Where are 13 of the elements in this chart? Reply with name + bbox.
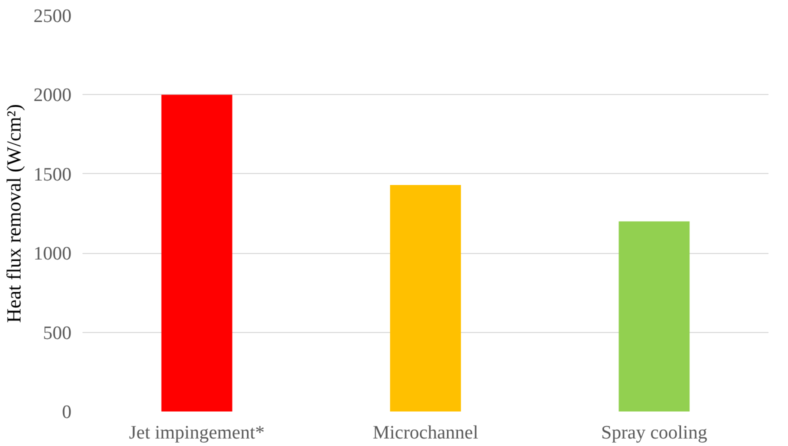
y-tick-label: 0 [62,402,72,423]
x-tick-label: Jet impingement* [129,422,265,444]
y-tick-label: 1500 [34,164,72,186]
bar [390,184,461,412]
y-tick-label: 500 [43,322,72,344]
bar [618,221,690,412]
x-tick-label: Spray cooling [601,422,708,444]
y-tick-label: 2000 [34,85,72,106]
y-tick-label: 1000 [34,244,72,265]
bar [161,94,232,412]
y-axis-title: Heat flux removal (W/cm²) [4,104,26,323]
y-tick-label: 2500 [34,6,72,27]
x-tick-label: Microchannel [372,422,478,444]
